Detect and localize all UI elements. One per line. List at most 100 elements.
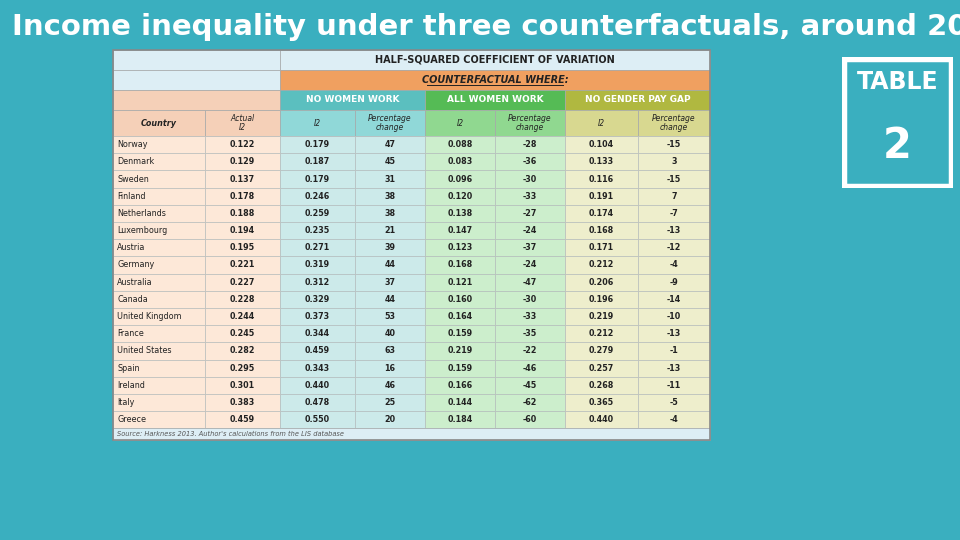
- Bar: [638, 274, 710, 291]
- Bar: [638, 342, 710, 360]
- Text: 0.133: 0.133: [588, 157, 614, 166]
- Text: -15: -15: [667, 140, 682, 149]
- Bar: [113, 50, 710, 441]
- Text: Australia: Australia: [117, 278, 153, 287]
- Text: 0.440: 0.440: [305, 381, 330, 390]
- Bar: [205, 153, 280, 171]
- Bar: [280, 70, 710, 90]
- Text: HALF-SQUARED COEFFICIENT OF VARIATION: HALF-SQUARED COEFFICIENT OF VARIATION: [375, 55, 614, 65]
- Bar: [425, 153, 495, 171]
- Text: 0.104: 0.104: [588, 140, 614, 149]
- Text: Austria: Austria: [117, 244, 145, 252]
- Bar: [638, 187, 710, 205]
- Text: 0.122: 0.122: [229, 140, 255, 149]
- Bar: [280, 394, 355, 411]
- Text: United States: United States: [117, 347, 172, 355]
- Bar: [355, 205, 425, 222]
- Text: 0.212: 0.212: [588, 329, 614, 338]
- Text: -7: -7: [670, 209, 679, 218]
- Text: -33: -33: [523, 192, 538, 201]
- Text: -46: -46: [523, 364, 538, 373]
- Bar: [205, 377, 280, 394]
- Bar: [205, 308, 280, 325]
- Bar: [565, 342, 638, 360]
- Bar: [495, 239, 565, 256]
- Bar: [565, 325, 638, 342]
- Text: 21: 21: [384, 226, 396, 235]
- Text: 0.138: 0.138: [447, 209, 472, 218]
- Text: I2: I2: [314, 118, 321, 127]
- Text: 0.212: 0.212: [588, 260, 614, 269]
- Text: 45: 45: [385, 157, 396, 166]
- Text: 0.228: 0.228: [229, 295, 255, 304]
- Text: -4: -4: [670, 415, 679, 424]
- Bar: [113, 325, 205, 342]
- Bar: [425, 325, 495, 342]
- Text: 0.206: 0.206: [588, 278, 614, 287]
- Bar: [355, 342, 425, 360]
- Text: 7: 7: [671, 192, 677, 201]
- Bar: [280, 205, 355, 222]
- Bar: [565, 90, 710, 110]
- Text: -13: -13: [667, 364, 682, 373]
- Text: Income inequality under three counterfactuals, around 2004: Income inequality under three counterfac…: [12, 13, 960, 41]
- Text: 0.301: 0.301: [230, 381, 255, 390]
- Bar: [495, 360, 565, 377]
- Text: 37: 37: [385, 278, 396, 287]
- Bar: [425, 239, 495, 256]
- Bar: [355, 239, 425, 256]
- Text: 0.312: 0.312: [305, 278, 330, 287]
- Text: 39: 39: [385, 244, 396, 252]
- Text: 0.195: 0.195: [230, 244, 255, 252]
- Bar: [565, 110, 638, 136]
- Text: Norway: Norway: [117, 140, 148, 149]
- Text: 0.440: 0.440: [588, 415, 614, 424]
- Text: 44: 44: [385, 260, 396, 269]
- Text: France: France: [117, 329, 144, 338]
- Bar: [565, 239, 638, 256]
- Text: Percentage
change: Percentage change: [508, 113, 552, 132]
- Text: Percentage
change: Percentage change: [652, 113, 696, 132]
- Bar: [565, 274, 638, 291]
- Text: 0.295: 0.295: [229, 364, 255, 373]
- Text: -12: -12: [667, 244, 682, 252]
- Bar: [565, 291, 638, 308]
- Text: -30: -30: [523, 174, 538, 184]
- Bar: [425, 394, 495, 411]
- Text: 53: 53: [385, 312, 396, 321]
- Text: I2: I2: [598, 118, 605, 127]
- Bar: [280, 239, 355, 256]
- Bar: [113, 377, 205, 394]
- Bar: [495, 377, 565, 394]
- Text: Italy: Italy: [117, 398, 134, 407]
- Bar: [495, 274, 565, 291]
- Text: -60: -60: [523, 415, 538, 424]
- Bar: [113, 90, 280, 110]
- Bar: [280, 90, 425, 110]
- Text: Spain: Spain: [117, 364, 139, 373]
- Bar: [495, 394, 565, 411]
- Bar: [205, 222, 280, 239]
- Bar: [355, 377, 425, 394]
- Bar: [280, 50, 710, 70]
- Bar: [205, 411, 280, 428]
- Bar: [113, 187, 205, 205]
- Bar: [638, 291, 710, 308]
- Bar: [495, 222, 565, 239]
- Text: 0.144: 0.144: [447, 398, 472, 407]
- Bar: [280, 274, 355, 291]
- Text: 2: 2: [883, 125, 912, 167]
- Text: 0.344: 0.344: [305, 329, 330, 338]
- Text: 47: 47: [385, 140, 396, 149]
- Bar: [205, 360, 280, 377]
- Text: 38: 38: [384, 192, 396, 201]
- Bar: [113, 239, 205, 256]
- Text: 0.120: 0.120: [447, 192, 472, 201]
- Text: 46: 46: [385, 381, 396, 390]
- Text: 0.550: 0.550: [305, 415, 330, 424]
- Bar: [638, 411, 710, 428]
- Bar: [280, 308, 355, 325]
- Bar: [565, 187, 638, 205]
- Text: 0.171: 0.171: [588, 244, 614, 252]
- Bar: [425, 222, 495, 239]
